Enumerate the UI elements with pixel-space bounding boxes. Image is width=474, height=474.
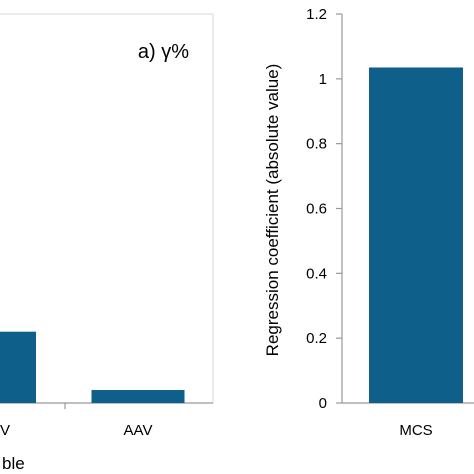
right-bar-mcs bbox=[369, 67, 463, 404]
left-panel: a) γ% V AAV ble bbox=[0, 13, 214, 473]
right-y-tick-label: 1 bbox=[319, 71, 327, 88]
left-bars bbox=[0, 331, 185, 403]
right-bars bbox=[369, 67, 463, 404]
right-y-axis-title: Regression coefficient (absolute value) bbox=[263, 64, 282, 357]
right-y-tick-label: 0 bbox=[319, 395, 327, 412]
left-x-axis-title: ble bbox=[2, 454, 25, 473]
right-panel: Regression coefficient (absolute value) … bbox=[263, 6, 474, 439]
right-y-ticks: 0 0.2 0.4 0.6 0.8 1 1.2 bbox=[306, 6, 342, 412]
left-panel-label: a) γ% bbox=[138, 41, 189, 63]
left-bar-v bbox=[0, 331, 36, 403]
left-x-tick-label-aav: AAV bbox=[124, 422, 153, 439]
right-y-tick-label: 1.2 bbox=[306, 6, 327, 23]
right-y-tick-label: 0.8 bbox=[306, 136, 327, 153]
right-y-tick-label: 0.6 bbox=[306, 201, 327, 218]
left-bar-aav bbox=[91, 390, 185, 403]
left-x-tick-label-v: V bbox=[0, 422, 10, 439]
right-x-tick-label-mcs: MCS bbox=[399, 422, 432, 439]
right-y-tick-label: 0.2 bbox=[306, 330, 327, 347]
right-y-tick-label: 0.4 bbox=[306, 265, 327, 282]
